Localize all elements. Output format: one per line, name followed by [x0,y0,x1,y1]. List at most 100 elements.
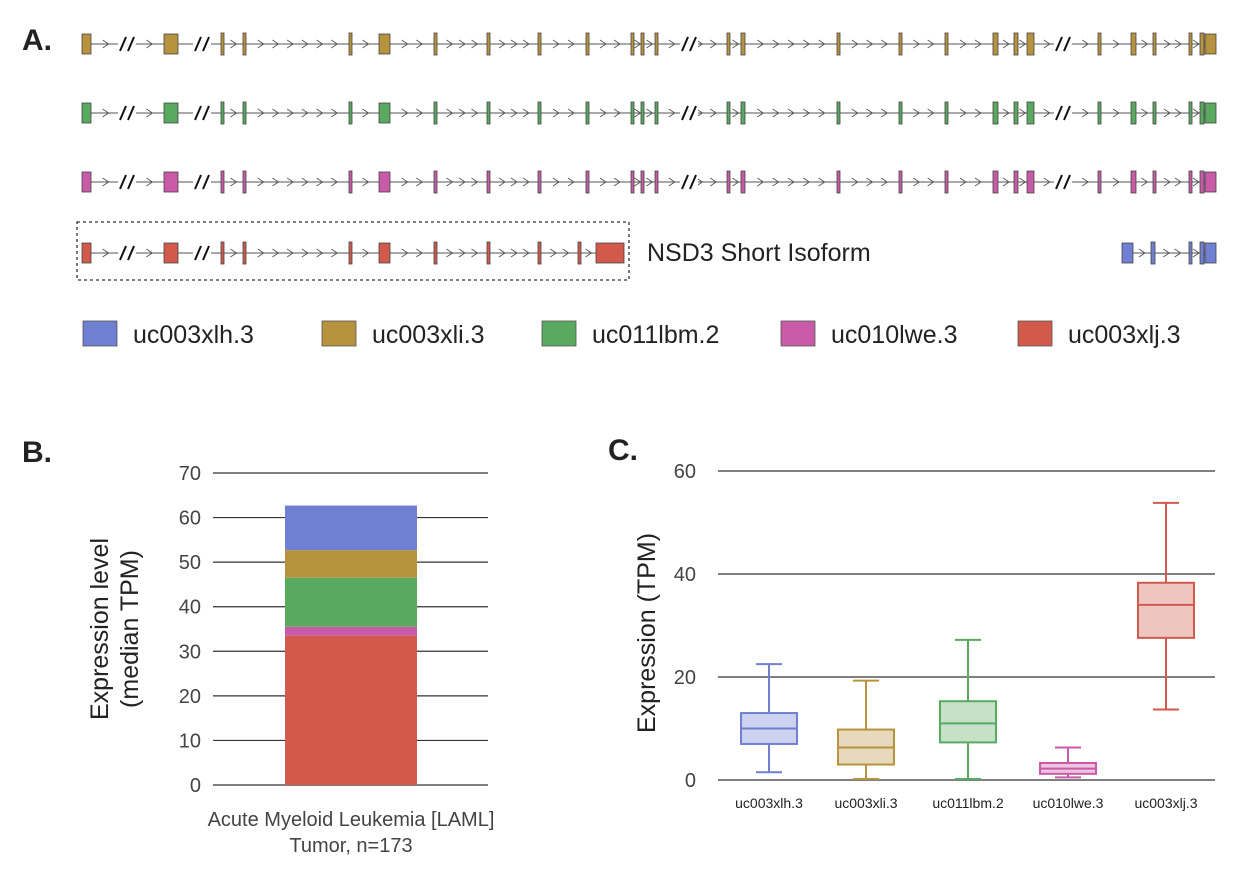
y-axis-label: Expression level(median TPM) [86,538,144,720]
strand-arrow [599,108,607,118]
strand-arrow [1002,39,1010,49]
bar-segment-uc011lbm.2 [285,577,417,627]
strand-arrow [498,248,506,258]
exon [944,32,949,56]
break-gap [1054,104,1072,122]
bar-segment-uc003xlj.3 [285,635,417,785]
box-uc011lbm.2 [939,638,997,780]
strand-arrow [772,108,780,118]
exon [1013,32,1019,56]
exon [836,101,841,125]
strand-arrow [1043,177,1051,187]
y-tick-label: 20 [674,667,696,689]
strand-arrow [401,177,409,187]
strand-arrow [1019,39,1027,49]
strand-arrow [301,248,309,258]
legend-label: uc011lbm.2 [592,321,719,349]
isoform-track-uc010lwe.3 [81,170,1217,194]
exon [898,101,903,125]
strand-arrow [1174,39,1182,49]
strand-arrow [646,177,654,187]
strand-arrow [851,177,859,187]
strand-arrow [316,248,324,258]
exon [1130,32,1137,56]
strand-arrow [230,177,238,187]
strand-arrow [634,39,642,49]
strand-arrow [927,39,935,49]
strand-arrow [851,108,859,118]
strand-arrow [709,177,718,187]
exon [81,242,92,264]
strand-arrow [913,39,921,49]
strand-arrow [510,248,518,258]
strand-arrow [913,108,921,118]
strand-arrow [696,39,704,49]
exon [1013,101,1019,125]
exon [726,32,731,56]
legend-swatch [82,320,118,347]
exon [640,101,645,125]
break-gap [680,35,698,53]
break-gap [1054,173,1072,191]
exon [992,101,999,125]
strand-arrow [709,108,718,118]
strand-arrow [301,108,309,118]
strand-arrow [881,39,889,49]
exon [992,32,999,56]
exon [630,101,635,125]
exon [1026,170,1035,194]
exon [654,101,659,125]
strand-arrow [1163,108,1171,118]
strand-arrow [362,108,370,118]
strand-arrow [1141,108,1149,118]
x-category-label: Acute Myeloid Leukemia [LAML] [208,809,495,831]
exon [537,32,542,56]
strand-arrow [458,108,466,118]
legend-item-uc003xli.3: uc003xli.3 [321,320,485,349]
strand-arrow [272,177,280,187]
exon [1150,241,1156,265]
strand-arrow [401,248,409,258]
exon [1130,170,1137,194]
strand-arrow [1192,39,1200,49]
box-uc003xli.3 [837,679,895,780]
strand-arrow [446,248,454,258]
strand-arrow [803,108,811,118]
strand-arrow [446,39,454,49]
strand-arrow [709,39,718,49]
strand-arrow [230,248,238,258]
strand-arrow [331,39,339,49]
break-gap [118,35,136,53]
y-tick-label: 60 [674,461,696,483]
y-tick-label: 10 [179,730,201,752]
strand-arrow [331,108,339,118]
strand-arrow [446,108,454,118]
exon [1013,170,1019,194]
strand-arrow [102,39,110,49]
break-gap [193,35,211,53]
strand-arrow [757,108,765,118]
y-tick-label: 0 [190,775,201,797]
strand-arrow [286,39,294,49]
strand-arrow [257,248,265,258]
strand-arrow [1081,39,1090,49]
exon [348,170,353,194]
exon [81,33,92,55]
break-gap [1054,35,1072,53]
strand-arrow [552,108,560,118]
stacked-bar-panel: B. 0 10 20 30 40 50 60 70 Expression level(media… [22,436,494,857]
exon [585,170,590,194]
exon [630,32,635,56]
exon [654,32,659,56]
exon [1188,170,1193,194]
strand-arrow [316,177,324,187]
strand-arrow [416,248,424,258]
strand-arrow [646,108,654,118]
strand-arrow [362,39,370,49]
strand-arrow [498,177,506,187]
legend-item-uc011lbm.2: uc011lbm.2 [541,320,719,349]
panel-a-letter: A. [22,24,52,57]
strand-arrow [316,39,324,49]
legend-label: uc010lwe.3 [831,321,957,349]
